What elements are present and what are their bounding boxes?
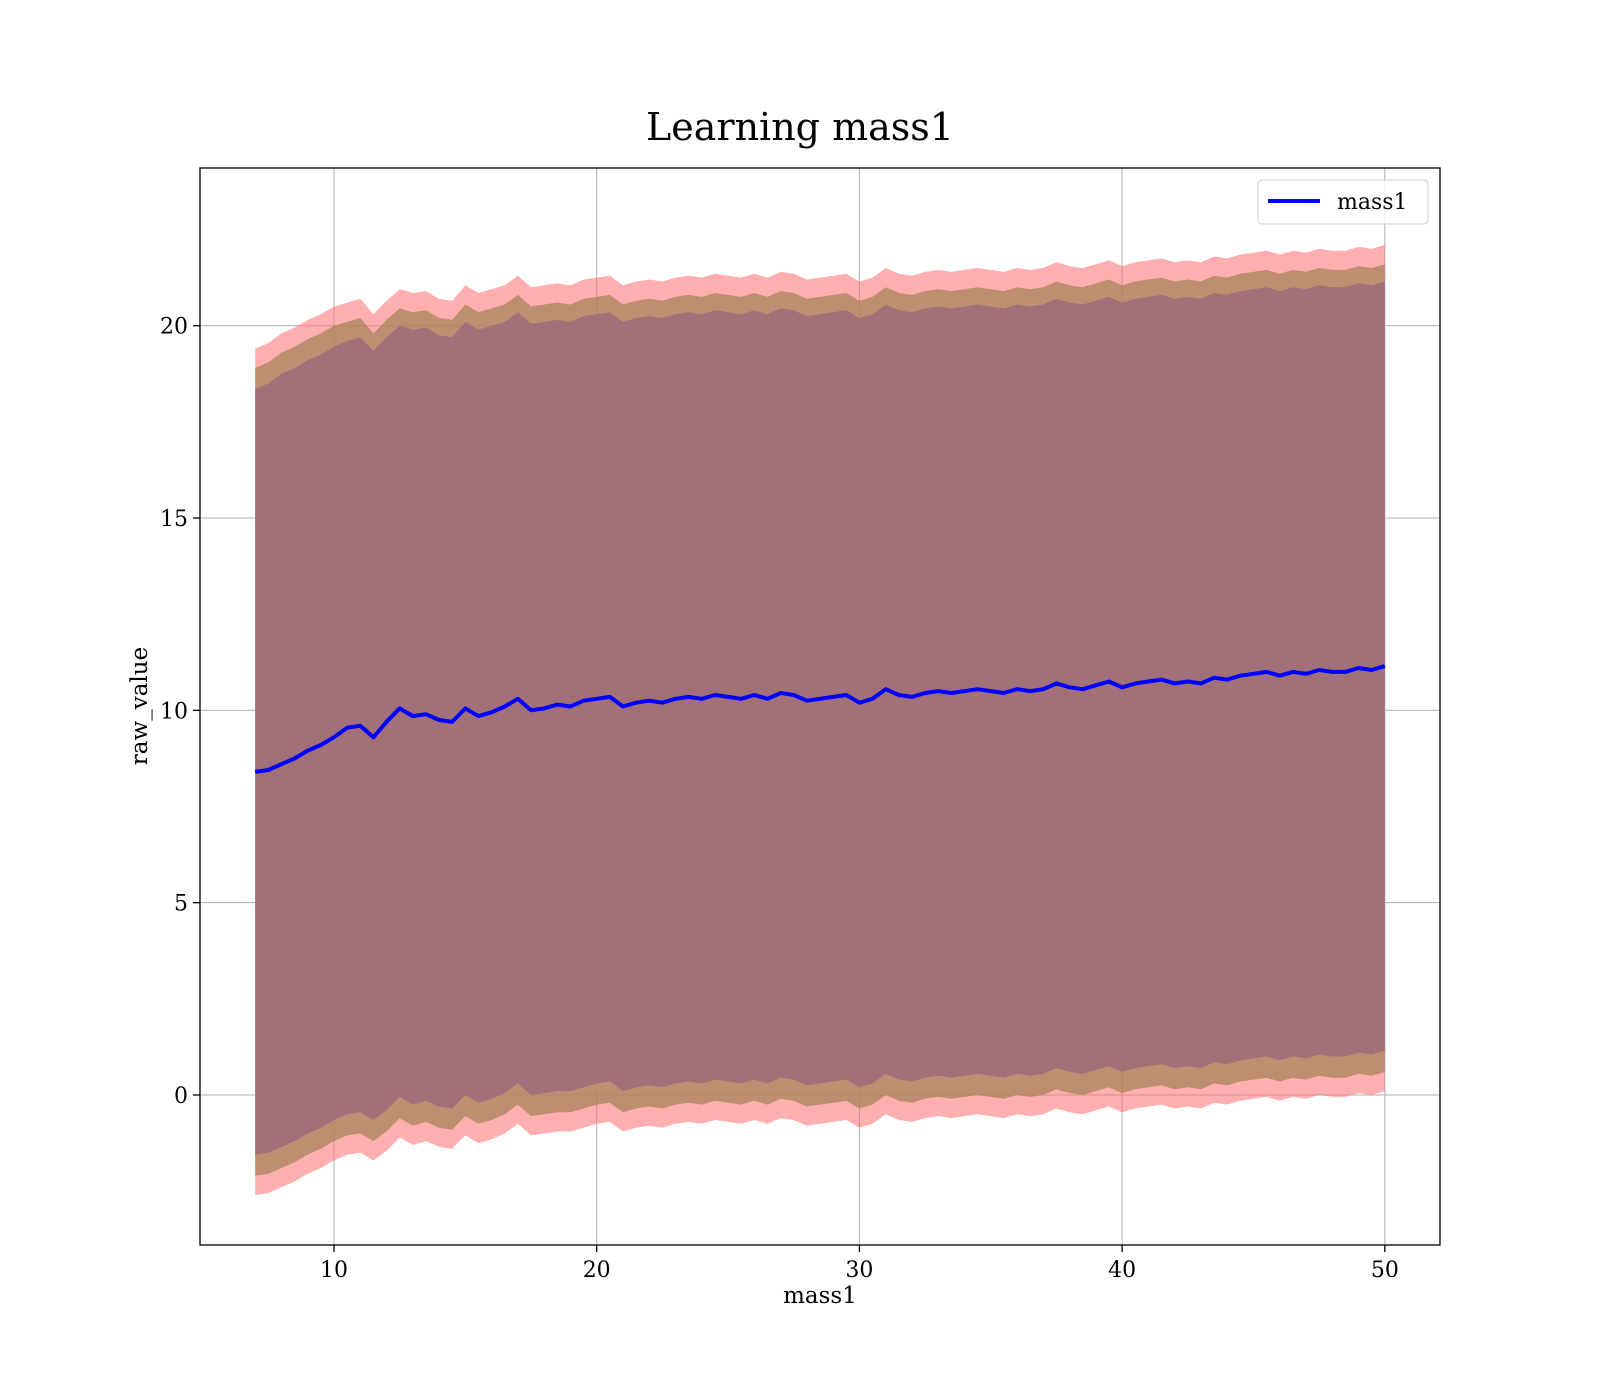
x-tick-label: 20 [583,1258,611,1283]
chart-title: Learning mass1 [646,105,954,149]
y-axis-label: raw_value [127,647,153,765]
plot-frame [199,167,1441,1246]
legend-box [1257,179,1429,225]
band-layer [255,244,1385,1195]
y-tick-label: 0 [174,1084,188,1109]
y-tick-label: 5 [174,892,188,917]
legend: mass1 [1257,179,1429,225]
x-axis-ticks: 10 20 30 40 50 [320,1245,1399,1283]
y-tick-label: 10 [160,699,188,724]
line-layer [254,664,1386,774]
uncertainty-band-3 [255,281,1385,1155]
y-axis-ticks: 0 5 10 15 20 [160,315,200,1109]
x-axis-label: mass1 [783,1283,857,1309]
x-tick-label: 30 [845,1258,873,1283]
x-tick-label: 50 [1371,1258,1399,1283]
series-line-mass1 [254,664,1386,774]
x-tick-label: 10 [320,1258,348,1283]
legend-label-mass1: mass1 [1337,190,1408,215]
x-tick-label: 40 [1108,1258,1136,1283]
y-tick-label: 20 [160,315,188,340]
y-tick-label: 15 [160,507,188,532]
